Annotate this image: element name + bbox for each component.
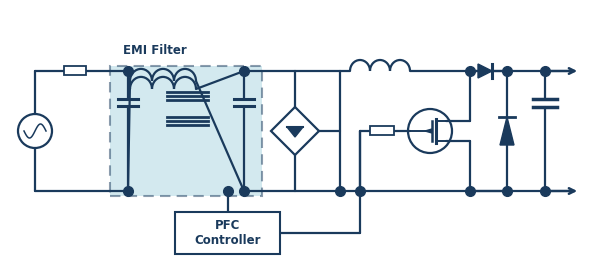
Polygon shape (425, 129, 432, 133)
Text: PFC
Controller: PFC Controller (194, 219, 261, 247)
FancyBboxPatch shape (110, 66, 262, 196)
Polygon shape (500, 117, 514, 145)
Polygon shape (287, 127, 303, 137)
Text: EMI Filter: EMI Filter (123, 44, 187, 57)
FancyBboxPatch shape (175, 212, 280, 254)
Bar (370, 126, 394, 135)
Polygon shape (478, 64, 492, 78)
Bar (64, 66, 86, 75)
